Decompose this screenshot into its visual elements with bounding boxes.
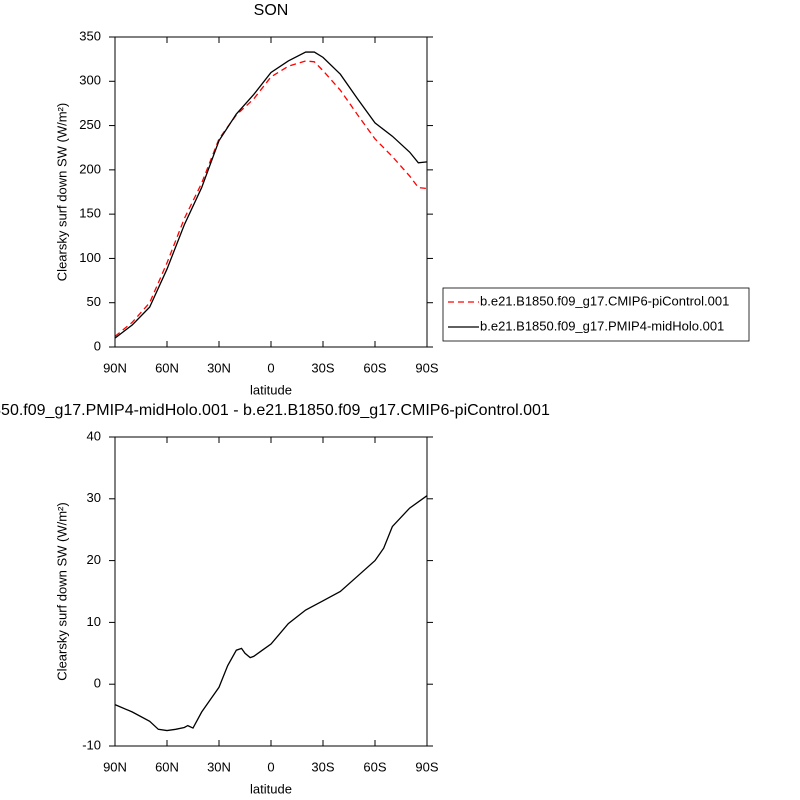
chart-title: SON bbox=[254, 2, 289, 19]
x-tick-label: 60S bbox=[363, 360, 386, 375]
data-line bbox=[114, 495, 428, 732]
y-tick-label: 350 bbox=[79, 28, 101, 43]
y-tick-label: 0 bbox=[94, 676, 101, 691]
x-tick-label: 0 bbox=[267, 360, 274, 375]
y-axis-label: Clearsky surf down SW (W/m²) bbox=[54, 103, 69, 281]
x-tick-label: 30N bbox=[207, 360, 231, 375]
x-tick-label: 60S bbox=[363, 759, 386, 774]
legend-label: b.e21.B1850.f09_g17.CMIP6-piControl.001 bbox=[480, 293, 729, 308]
y-tick-label: 100 bbox=[79, 250, 101, 265]
chart-title: 850.f09_g17.PMIP4-midHolo.001 - b.e21.B1… bbox=[0, 402, 550, 419]
x-axis-label: latitude bbox=[250, 781, 292, 796]
x-tick-label: 60N bbox=[155, 360, 179, 375]
x-tick-label: 90N bbox=[103, 759, 127, 774]
y-tick-label: 300 bbox=[79, 73, 101, 88]
legend-box bbox=[442, 287, 750, 342]
x-axis-label: latitude bbox=[250, 382, 292, 397]
plot-frame bbox=[114, 36, 428, 348]
x-tick-label: 30S bbox=[311, 360, 334, 375]
x-tick-label: 90S bbox=[415, 360, 438, 375]
legend-label: b.e21.B1850.f09_g17.PMIP4-midHolo.001 bbox=[480, 318, 724, 333]
x-tick-label: 60N bbox=[155, 759, 179, 774]
plot-frame bbox=[114, 436, 428, 747]
x-tick-label: 30S bbox=[311, 759, 334, 774]
y-tick-label: 30 bbox=[87, 490, 101, 505]
y-tick-label: 200 bbox=[79, 161, 101, 176]
y-axis-label: Clearsky surf down SW (W/m²) bbox=[54, 502, 69, 680]
x-tick-label: 30N bbox=[207, 759, 231, 774]
x-tick-label: 90N bbox=[103, 360, 127, 375]
x-tick-label: 0 bbox=[267, 759, 274, 774]
y-tick-label: 250 bbox=[79, 117, 101, 132]
x-tick-label: 90S bbox=[415, 759, 438, 774]
y-tick-label: 50 bbox=[87, 294, 101, 309]
y-tick-label: 10 bbox=[87, 614, 101, 629]
y-tick-label: 40 bbox=[87, 428, 101, 443]
y-tick-label: 20 bbox=[87, 552, 101, 567]
data-line bbox=[114, 51, 428, 339]
y-tick-label: 0 bbox=[94, 338, 101, 353]
y-tick-label: 150 bbox=[79, 206, 101, 221]
y-tick-label: -10 bbox=[82, 737, 101, 752]
data-line bbox=[114, 60, 428, 337]
